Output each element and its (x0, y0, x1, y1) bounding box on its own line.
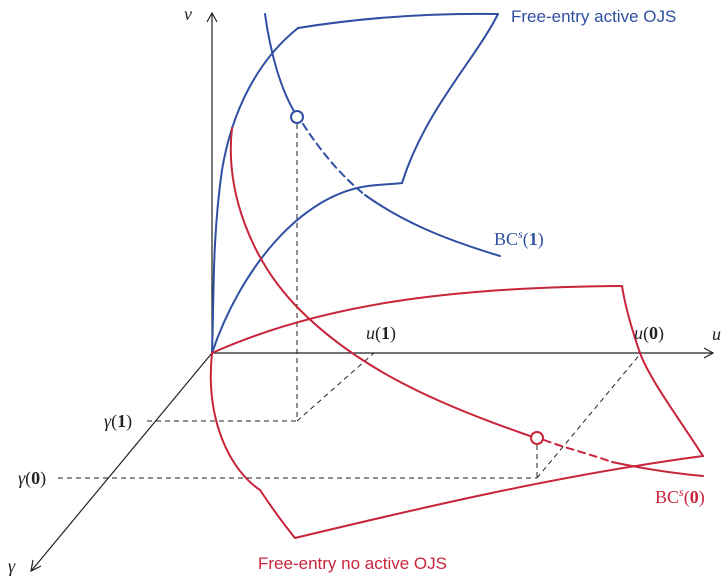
blue-surface-label: Free-entry active OJS (511, 7, 676, 26)
red-surface-left-edge (209, 352, 296, 539)
u0-tick-label: u(0) (634, 323, 664, 344)
u-axis-arrowhead (703, 347, 715, 359)
blue-surface-lower-edge (211, 182, 403, 354)
bc1-label: BCs(1) (494, 227, 544, 250)
v-axis-arrowhead (206, 11, 218, 23)
gamma1-tick-label: γ(1) (104, 411, 132, 432)
axes (30, 11, 715, 573)
red-surface (209, 127, 704, 539)
gamma-axis-arrowhead (30, 559, 42, 573)
blue-surface-upper-left-edge (211, 27, 299, 354)
u1-tick-label: u(1) (366, 323, 396, 344)
u-axis-label: u (712, 324, 721, 344)
guide-lines (58, 124, 642, 479)
bc1-curve-solid (264, 13, 298, 117)
bc1-marker (290, 110, 304, 124)
guide-u1-diagonal (296, 352, 375, 422)
red-surface-top-edge (211, 285, 623, 354)
bc1-curve-dashed (302, 123, 366, 196)
red-surface-bottom-edge (294, 455, 704, 539)
blue-surface-top-edge (297, 12, 499, 29)
guide-u0-diagonal (536, 352, 642, 479)
bc0-curve-dashed (543, 439, 613, 463)
gamma0-tick-label: γ(0) (18, 468, 46, 489)
bc1-curve-lower (364, 194, 501, 257)
blue-surface (211, 12, 501, 354)
red-surface-right-edge (621, 285, 704, 457)
bc0-label: BCs(0) (655, 485, 705, 508)
blue-surface-right-edge (401, 13, 499, 184)
v-axis-label: v (184, 4, 192, 24)
gamma-axis-label: γ (8, 556, 16, 576)
bc0-curve-solid (229, 127, 531, 437)
gamma-axis (31, 352, 213, 571)
red-surface-label: Free-entry no active OJS (258, 554, 447, 573)
bc0-curve-lower (611, 461, 704, 477)
bc0-marker (530, 431, 544, 445)
